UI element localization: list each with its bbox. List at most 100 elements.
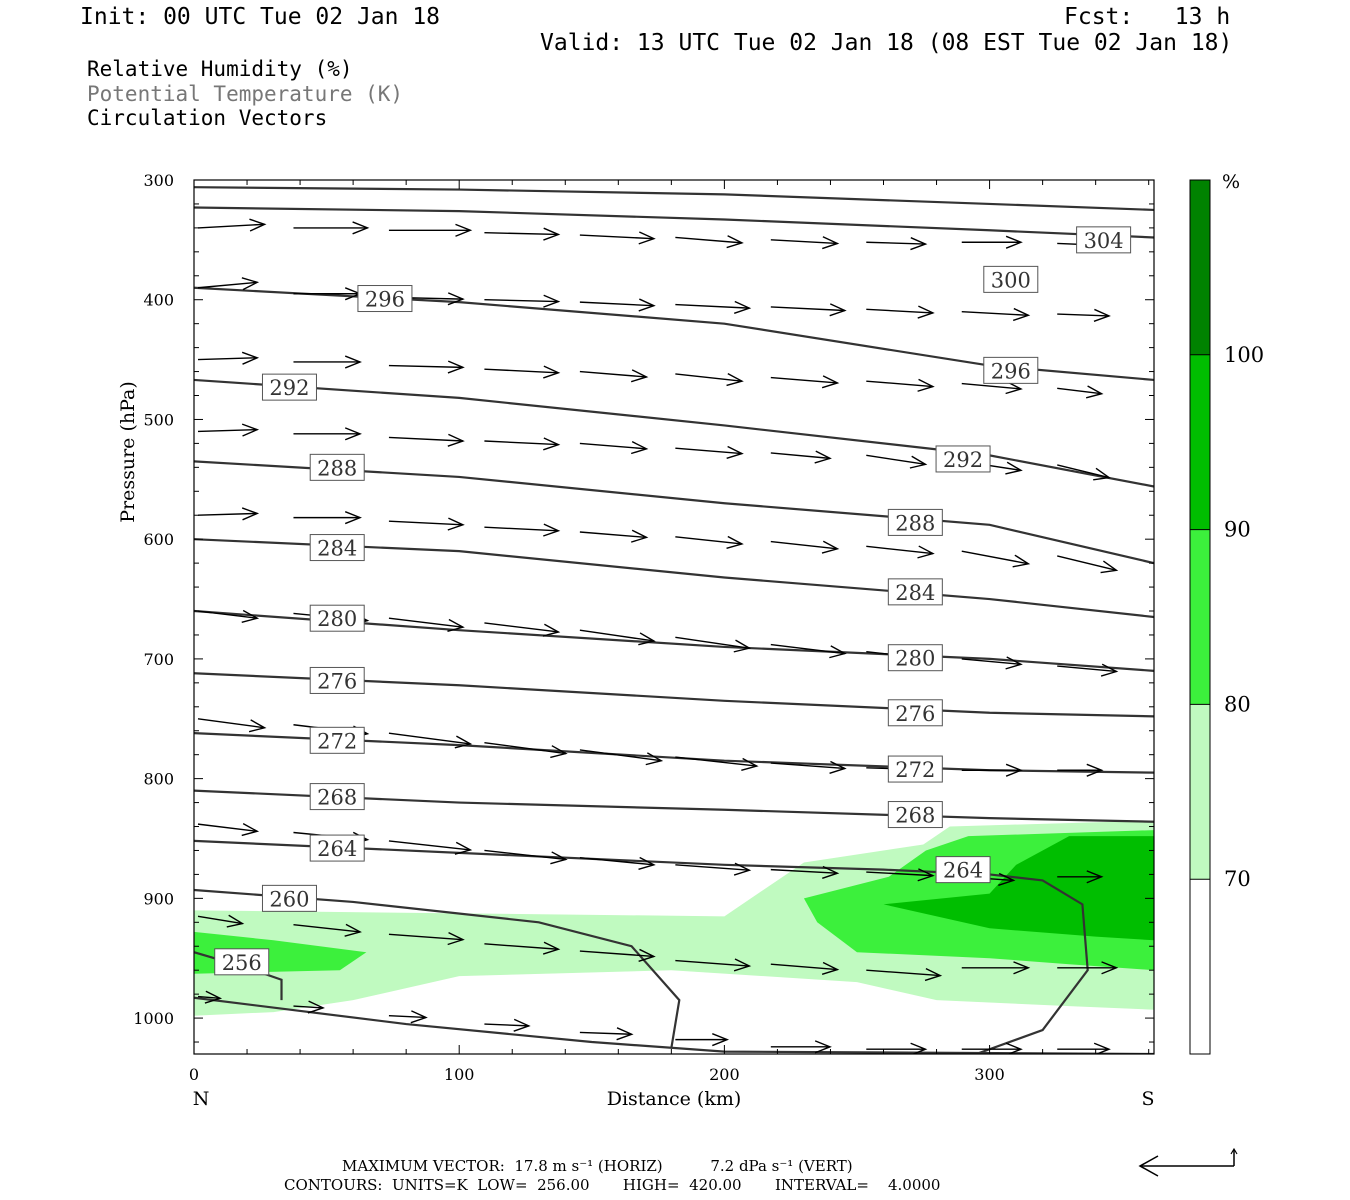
theta-label-284: 284 — [887, 578, 943, 606]
circulation-vector — [961, 235, 1023, 249]
circulation-vector — [1057, 870, 1104, 884]
circulation-vector — [866, 868, 935, 882]
theta-label-296: 296 — [357, 285, 413, 313]
svg-text:256: 256 — [222, 951, 262, 975]
circulation-vector — [1057, 464, 1111, 481]
circulation-vector — [293, 923, 362, 937]
x-right-end-label: S — [1141, 1088, 1154, 1110]
theta-contour-268 — [194, 789, 1154, 823]
svg-text:292: 292 — [943, 448, 983, 472]
colorbar-tick-label: 70 — [1224, 867, 1251, 891]
circulation-vector — [770, 236, 840, 250]
circulation-vector — [579, 856, 656, 870]
circulation-vector — [675, 756, 759, 772]
circulation-vector — [197, 218, 267, 232]
x-tick-label: 200 — [709, 1065, 740, 1084]
field-theta-label: Potential Temperature (K) — [87, 82, 404, 106]
y-tick-label: 600 — [143, 530, 174, 549]
theta-label-280: 280 — [309, 604, 365, 632]
svg-text:288: 288 — [895, 511, 935, 535]
circulation-vector — [484, 622, 561, 637]
theta-label-280: 280 — [887, 644, 943, 672]
svg-text:260: 260 — [269, 887, 309, 911]
svg-text:276: 276 — [317, 669, 357, 693]
circulation-vector — [293, 511, 362, 525]
circulation-vector — [961, 550, 1031, 568]
circulation-vector — [866, 967, 943, 982]
circulation-vector — [961, 656, 1023, 670]
circulation-vector — [388, 360, 465, 374]
theta-contour-256 — [194, 996, 1154, 1054]
circulation-vector — [675, 445, 744, 459]
colorbar: 70 80 90 100 — [1189, 179, 1264, 1055]
circulation-vector — [675, 373, 744, 387]
y-tick-label: 500 — [143, 410, 174, 429]
circulation-vector — [1057, 663, 1119, 677]
svg-text:272: 272 — [895, 758, 935, 782]
svg-text:268: 268 — [317, 786, 357, 810]
svg-text:292: 292 — [269, 376, 309, 400]
theta-label-276: 276 — [887, 699, 943, 727]
circulation-vector — [770, 303, 847, 317]
circulation-vector — [770, 375, 840, 389]
theta-contour-260 — [194, 888, 681, 1049]
x-left-end-label: N — [193, 1088, 210, 1110]
circulation-vector — [1057, 308, 1111, 322]
circulation-vector — [579, 749, 664, 766]
reference-vector — [1138, 1147, 1238, 1177]
circulation-vector — [388, 932, 465, 946]
theta-label-256: 256 — [214, 948, 270, 976]
theta-contour-276 — [194, 672, 1154, 718]
circulation-vector — [388, 433, 465, 447]
circulation-vector — [675, 235, 744, 249]
circulation-vector — [675, 535, 744, 549]
circulation-vector — [1057, 763, 1104, 777]
svg-text:276: 276 — [895, 702, 935, 726]
theta-label-264: 264 — [935, 856, 991, 884]
theta-label-292: 292 — [935, 445, 991, 473]
circulation-vector — [579, 231, 656, 245]
theta-label-layer: 304 300 296 296 292 292 288 288 284 284 280 280 276 2… — [214, 226, 1132, 976]
theta-contour-284 — [194, 538, 1154, 619]
circulation-vector — [961, 307, 1031, 322]
contour-info-note: CONTOURS: UNITS=K LOW= 256.00 HIGH= 420.… — [284, 1176, 941, 1194]
theta-label-288: 288 — [887, 508, 943, 536]
circulation-vector — [675, 862, 752, 876]
svg-text:264: 264 — [317, 837, 357, 861]
x-tick-label: 300 — [974, 1065, 1005, 1084]
svg-text:280: 280 — [317, 607, 357, 631]
circulation-vector — [293, 1000, 325, 1014]
circulation-vector — [770, 643, 847, 659]
circulation-vector — [197, 351, 260, 365]
circulation-vector — [961, 961, 1031, 975]
circulation-vector — [388, 517, 465, 531]
circulation-vector — [770, 1040, 832, 1054]
y-tick-label: 700 — [143, 650, 174, 669]
svg-text:288: 288 — [317, 456, 357, 480]
init-time: Init: 00 UTC Tue 02 Jan 18 — [80, 4, 441, 30]
circulation-vector — [866, 305, 935, 319]
circulation-vector — [675, 300, 752, 314]
theta-label-300: 300 — [983, 265, 1039, 293]
x-tick-label: 0 — [189, 1065, 199, 1084]
theta-contour-272 — [194, 732, 1154, 774]
axis-tick-layer: 300 400 500 600 700 800 900 1000 0 100 200 300 — [133, 171, 1154, 1084]
circulation-vector — [770, 865, 840, 880]
circulation-vector-layer — [197, 218, 1119, 1054]
circulation-vector — [197, 609, 260, 623]
circulation-vector — [197, 507, 260, 521]
theta-label-272: 272 — [309, 726, 365, 754]
y-tick-label: 300 — [143, 171, 174, 190]
circulation-vector — [770, 961, 840, 975]
colorbar-segment — [1190, 354, 1210, 530]
theta-contour-280 — [194, 609, 1154, 672]
y-axis-label: Pressure (hPa) — [117, 381, 139, 523]
circulation-vector — [579, 369, 649, 383]
circulation-vector — [197, 277, 260, 291]
circulation-vector — [197, 914, 245, 928]
valid-time: Valid: 13 UTC Tue 02 Jan 18 (08 EST Tue … — [540, 30, 1233, 56]
circulation-vector — [484, 437, 561, 451]
circulation-vector — [197, 823, 260, 837]
svg-text:280: 280 — [895, 647, 935, 671]
